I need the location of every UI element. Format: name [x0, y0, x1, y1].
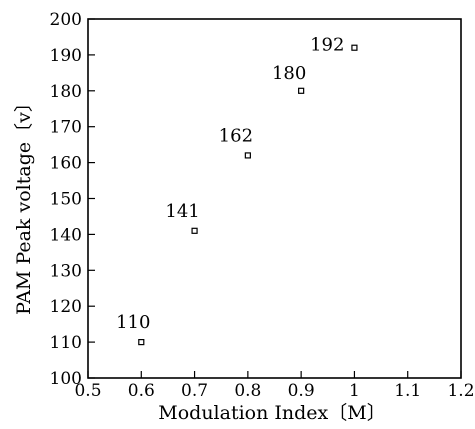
x-tick-label: 1.1 [394, 381, 421, 401]
data-label: 180 [272, 63, 306, 84]
y-tick-label: 170 [50, 118, 82, 138]
y-tick-label: 110 [50, 333, 82, 353]
y-tick-label: 200 [50, 10, 82, 30]
y-tick-label: 120 [50, 297, 82, 317]
y-tick-label: 190 [50, 46, 82, 66]
data-point [138, 339, 145, 346]
y-tick-label: 150 [50, 190, 82, 210]
x-tick-label: 0.6 [128, 381, 155, 401]
y-tick-label: 160 [50, 154, 82, 174]
data-point [244, 152, 251, 159]
x-tick-label: 0.9 [288, 381, 315, 401]
data-label: 110 [116, 312, 150, 333]
y-tick-label: 130 [50, 261, 82, 281]
data-points [138, 44, 358, 346]
x-tick-label: 0.7 [181, 381, 208, 401]
y-tick-label: 100 [50, 369, 82, 389]
data-label: 141 [165, 201, 199, 222]
y-axis-title: PAM Peak voltage〔v〕 [13, 93, 35, 315]
y-tick-label: 140 [50, 225, 82, 245]
data-point [351, 44, 358, 51]
data-point [298, 87, 305, 94]
data-point [191, 227, 198, 234]
y-axis-ticks: 100 110 120 130 140 150 160 170 180 190 200 [50, 10, 95, 389]
x-tick-label: 0.5 [74, 381, 101, 401]
data-label: 192 [310, 35, 344, 56]
x-axis-title: Modulation Index〔M〕 [158, 402, 385, 424]
x-tick-label: 1.2 [447, 381, 474, 401]
x-tick-label: 0.8 [234, 381, 261, 401]
x-axis-ticks: 0.5 0.6 0.7 0.8 0.9 1 1.1 1.2 [74, 371, 475, 401]
x-tick-label: 1 [349, 381, 360, 401]
data-label: 162 [219, 125, 253, 146]
y-tick-label: 180 [50, 82, 82, 102]
